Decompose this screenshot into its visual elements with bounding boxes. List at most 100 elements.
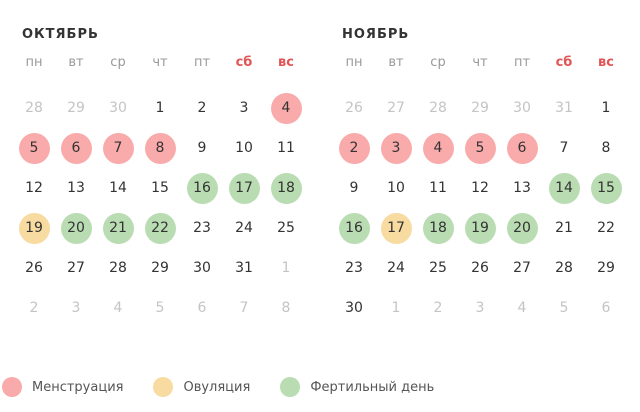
day-cell: 28: [97, 248, 139, 288]
day-cell: 6: [501, 128, 543, 168]
day-fertile[interactable]: 18: [422, 212, 454, 244]
day-cell: 28: [417, 88, 459, 128]
day-muted[interactable]: 29: [471, 100, 489, 116]
day-muted[interactable]: 6: [601, 300, 611, 316]
day-muted[interactable]: 5: [559, 300, 569, 316]
day-regular[interactable]: 10: [387, 180, 405, 196]
day-regular[interactable]: 12: [471, 180, 489, 196]
day-regular[interactable]: 10: [235, 140, 253, 156]
day-muted[interactable]: 2: [433, 300, 443, 316]
day-regular[interactable]: 23: [193, 220, 211, 236]
day-muted[interactable]: 1: [281, 260, 291, 276]
day-fertile[interactable]: 17: [228, 172, 260, 204]
day-regular[interactable]: 2: [197, 100, 207, 116]
day-muted[interactable]: 7: [239, 300, 249, 316]
day-muted[interactable]: 3: [71, 300, 81, 316]
calendar-grid: пн вт ср чт пт сб вс 26 27 28 29 30 31 1 2 3 4 5 6 7 8 9 10 11 1…: [333, 48, 627, 328]
day-regular[interactable]: 23: [345, 260, 363, 276]
day-muted[interactable]: 30: [513, 100, 531, 116]
day-muted[interactable]: 8: [281, 300, 291, 316]
day-fertile[interactable]: 16: [338, 212, 370, 244]
day-fertile[interactable]: 19: [464, 212, 496, 244]
weekday-header: вт: [388, 54, 404, 70]
day-cell: 12: [13, 168, 55, 208]
day-menstruation[interactable]: 4: [422, 132, 454, 164]
day-regular[interactable]: 24: [235, 220, 253, 236]
day-muted[interactable]: 4: [113, 300, 123, 316]
day-muted[interactable]: 28: [429, 100, 447, 116]
day-regular[interactable]: 9: [349, 180, 359, 196]
day-cell: 31: [543, 88, 585, 128]
day-regular[interactable]: 27: [513, 260, 531, 276]
day-regular[interactable]: 27: [67, 260, 85, 276]
day-regular[interactable]: 24: [387, 260, 405, 276]
day-regular[interactable]: 21: [555, 220, 573, 236]
day-muted[interactable]: 4: [517, 300, 527, 316]
day-regular[interactable]: 25: [429, 260, 447, 276]
day-ovulation[interactable]: 17: [380, 212, 412, 244]
day-muted[interactable]: 3: [475, 300, 485, 316]
day-regular[interactable]: 29: [597, 260, 615, 276]
day-regular[interactable]: 1: [155, 100, 165, 116]
day-ovulation[interactable]: 19: [18, 212, 50, 244]
day-fertile[interactable]: 20: [60, 212, 92, 244]
day-regular[interactable]: 26: [25, 260, 43, 276]
day-muted[interactable]: 28: [25, 100, 43, 116]
day-menstruation[interactable]: 2: [338, 132, 370, 164]
day-muted[interactable]: 26: [345, 100, 363, 116]
day-regular[interactable]: 14: [109, 180, 127, 196]
day-regular[interactable]: 1: [601, 100, 611, 116]
day-regular[interactable]: 11: [277, 140, 295, 156]
day-cell: 13: [501, 168, 543, 208]
day-fertile[interactable]: 22: [144, 212, 176, 244]
day-menstruation[interactable]: 7: [102, 132, 134, 164]
day-muted[interactable]: 30: [109, 100, 127, 116]
day-cell: 13: [55, 168, 97, 208]
day-muted[interactable]: 29: [67, 100, 85, 116]
day-menstruation[interactable]: 4: [270, 92, 302, 124]
day-regular[interactable]: 9: [197, 140, 207, 156]
day-regular[interactable]: 13: [67, 180, 85, 196]
day-cell: 29: [139, 248, 181, 288]
day-muted[interactable]: 1: [391, 300, 401, 316]
day-menstruation[interactable]: 3: [380, 132, 412, 164]
day-regular[interactable]: 11: [429, 180, 447, 196]
day-cell: 4: [265, 88, 307, 128]
day-fertile[interactable]: 14: [548, 172, 580, 204]
day-menstruation[interactable]: 5: [18, 132, 50, 164]
day-cell: 18: [265, 168, 307, 208]
day-muted[interactable]: 27: [387, 100, 405, 116]
day-regular[interactable]: 7: [559, 140, 569, 156]
day-muted[interactable]: 5: [155, 300, 165, 316]
day-menstruation[interactable]: 5: [464, 132, 496, 164]
day-cell: 16: [333, 208, 375, 248]
day-fertile[interactable]: 21: [102, 212, 134, 244]
day-cell: 9: [181, 128, 223, 168]
day-regular[interactable]: 12: [25, 180, 43, 196]
day-menstruation[interactable]: 8: [144, 132, 176, 164]
day-menstruation[interactable]: 6: [60, 132, 92, 164]
day-regular[interactable]: 22: [597, 220, 615, 236]
day-regular[interactable]: 8: [601, 140, 611, 156]
day-regular[interactable]: 31: [235, 260, 253, 276]
day-regular[interactable]: 26: [471, 260, 489, 276]
day-muted[interactable]: 31: [555, 100, 573, 116]
day-muted[interactable]: 6: [197, 300, 207, 316]
day-cell: 7: [223, 288, 265, 328]
day-regular[interactable]: 29: [151, 260, 169, 276]
day-fertile[interactable]: 16: [186, 172, 218, 204]
day-regular[interactable]: 13: [513, 180, 531, 196]
day-muted[interactable]: 2: [29, 300, 39, 316]
day-fertile[interactable]: 15: [590, 172, 622, 204]
day-regular[interactable]: 28: [109, 260, 127, 276]
day-fertile[interactable]: 20: [506, 212, 538, 244]
day-regular[interactable]: 28: [555, 260, 573, 276]
day-regular[interactable]: 30: [193, 260, 211, 276]
day-regular[interactable]: 30: [345, 300, 363, 316]
day-menstruation[interactable]: 6: [506, 132, 538, 164]
day-fertile[interactable]: 18: [270, 172, 302, 204]
day-cell: 19: [13, 208, 55, 248]
day-regular[interactable]: 25: [277, 220, 295, 236]
day-regular[interactable]: 15: [151, 180, 169, 196]
day-regular[interactable]: 3: [239, 100, 249, 116]
